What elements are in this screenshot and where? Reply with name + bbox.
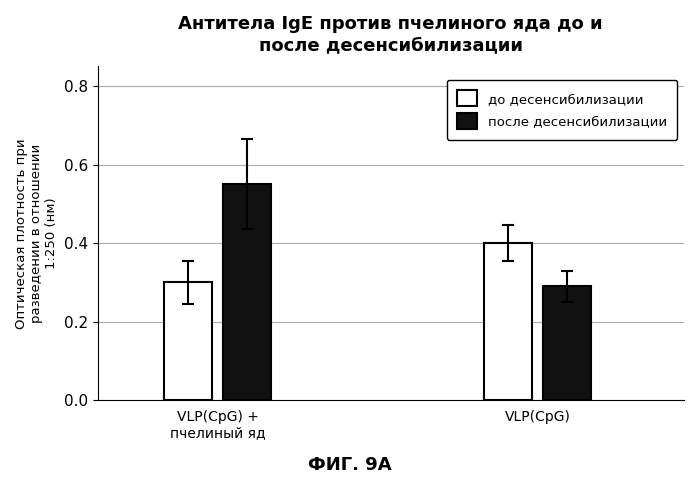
Y-axis label: Оптическая плотность при
разведении в отношении
1:250 (нм): Оптическая плотность при разведении в от… — [15, 138, 58, 329]
Text: ФИГ. 9А: ФИГ. 9А — [308, 456, 391, 474]
Bar — [164, 282, 212, 400]
Title: Антитела IgE против пчелиного яда до и
после десенсибилизации: Антитела IgE против пчелиного яда до и п… — [178, 15, 603, 54]
Bar — [484, 243, 532, 400]
Bar — [542, 286, 591, 400]
Legend: до десенсибилизации, после десенсибилизации: до десенсибилизации, после десенсибилиза… — [447, 80, 677, 140]
Bar — [223, 184, 271, 400]
